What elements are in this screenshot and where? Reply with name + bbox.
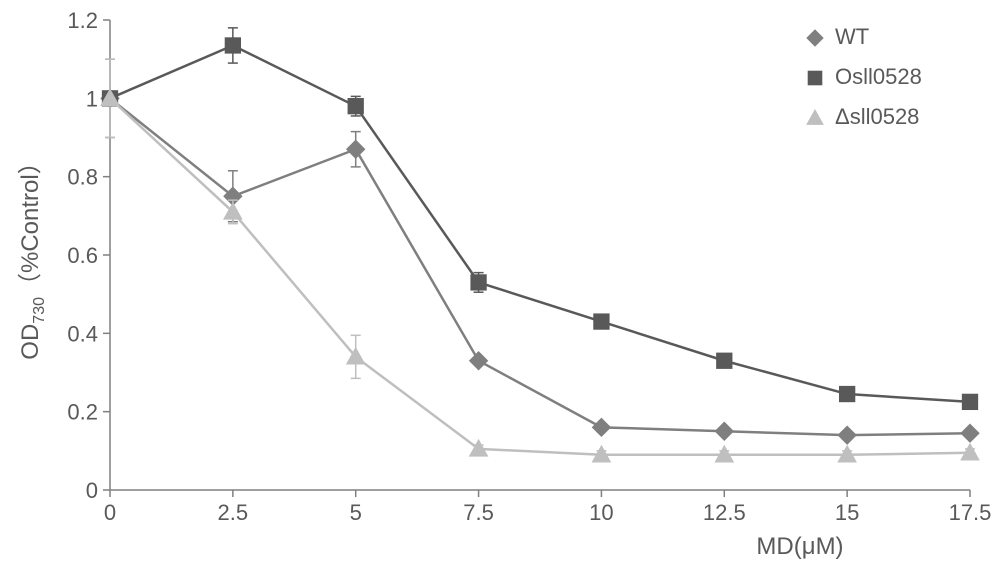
- y-tick-label: 0.4: [67, 321, 98, 346]
- marker-diamond: [961, 424, 979, 442]
- x-tick-label: 2.5: [218, 500, 249, 525]
- series-line: [110, 45, 970, 401]
- x-tick-label: 10: [589, 500, 613, 525]
- marker-square: [594, 314, 609, 329]
- y-axis-label: OD730（%Control）: [17, 150, 48, 359]
- marker-square: [839, 386, 854, 401]
- legend-label: Osll0528: [835, 64, 922, 89]
- line-chart: 0 0.2 0.4 0.6 0.8 1 1.2 0 2.5 5 7.5 10 12.5 15 17.5 OD7…: [0, 0, 1000, 570]
- y-tick-label: 0.8: [67, 165, 98, 190]
- x-tick-label: 12.5: [703, 500, 746, 525]
- marker-diamond: [838, 426, 856, 444]
- marker-square: [348, 99, 363, 114]
- marker-diamond: [347, 140, 365, 158]
- x-tick-label: 0: [104, 500, 116, 525]
- marker-square: [962, 394, 977, 409]
- x-tick-label: 5: [350, 500, 362, 525]
- marker-diamond: [592, 418, 610, 436]
- y-tick-label: 0: [86, 478, 98, 503]
- y-tick-label: 0.2: [67, 400, 98, 425]
- chart-container: 0 0.2 0.4 0.6 0.8 1 1.2 0 2.5 5 7.5 10 12.5 15 17.5 OD7…: [0, 0, 1000, 570]
- x-axis-label: MD(μM): [756, 533, 843, 560]
- y-tick-label: 1.2: [67, 8, 98, 33]
- legend-item: Δsll0528: [807, 104, 919, 129]
- x-tick-label: 17.5: [949, 500, 992, 525]
- legend-item: WT: [807, 24, 869, 49]
- legend-label: Δsll0528: [835, 104, 919, 129]
- x-tick-label: 7.5: [463, 500, 494, 525]
- marker-square: [471, 275, 486, 290]
- marker-square: [225, 38, 240, 53]
- legend-label: WT: [835, 24, 869, 49]
- marker-diamond: [470, 352, 488, 370]
- y-tick-label: 0.6: [67, 243, 98, 268]
- marker-triangle: [807, 110, 823, 124]
- marker-diamond: [715, 422, 733, 440]
- y-tick-label: 1: [86, 86, 98, 111]
- marker-square: [808, 71, 822, 85]
- series-line: [110, 98, 970, 435]
- x-tick-label: 15: [835, 500, 859, 525]
- legend-item: Osll0528: [808, 64, 922, 89]
- marker-square: [717, 353, 732, 368]
- marker-diamond: [807, 30, 823, 46]
